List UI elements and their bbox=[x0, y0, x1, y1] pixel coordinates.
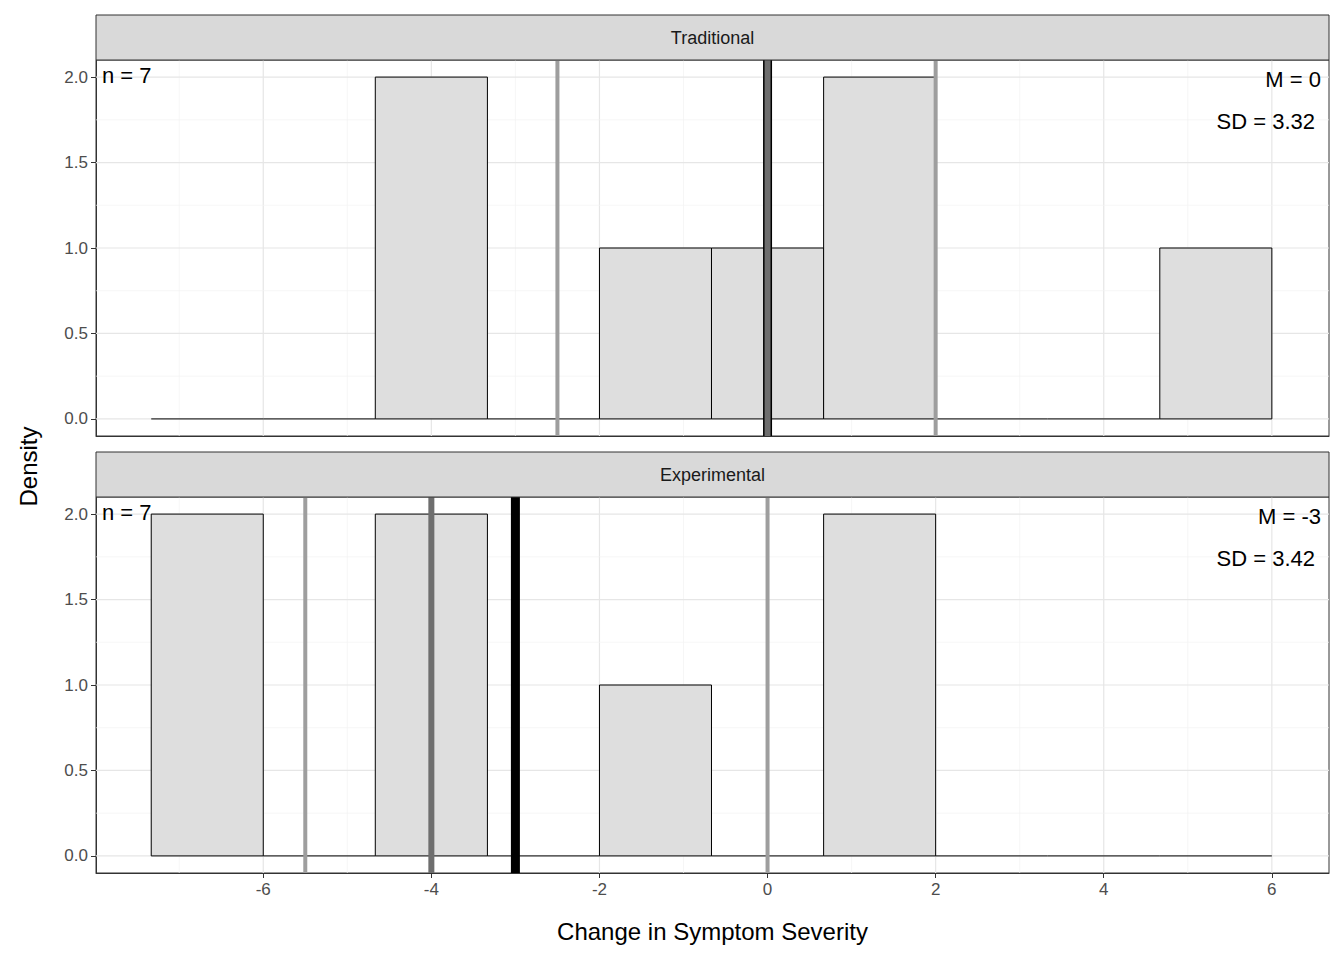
svg-text:2.0: 2.0 bbox=[64, 505, 88, 524]
svg-text:4: 4 bbox=[1099, 880, 1108, 899]
svg-text:n = 7: n = 7 bbox=[102, 63, 152, 88]
svg-text:1.5: 1.5 bbox=[64, 153, 88, 172]
svg-text:0.5: 0.5 bbox=[64, 324, 88, 343]
svg-text:0.5: 0.5 bbox=[64, 761, 88, 780]
svg-text:Change in Symptom Severity: Change in Symptom Severity bbox=[557, 918, 868, 945]
svg-text:SD = 3.32: SD = 3.32 bbox=[1217, 109, 1315, 134]
svg-text:1.0: 1.0 bbox=[64, 239, 88, 258]
svg-text:2.0: 2.0 bbox=[64, 68, 88, 87]
svg-text:0.0: 0.0 bbox=[64, 846, 88, 865]
svg-text:M = -3: M = -3 bbox=[1258, 504, 1321, 529]
svg-text:1.0: 1.0 bbox=[64, 676, 88, 695]
svg-text:-6: -6 bbox=[256, 880, 271, 899]
svg-text:Experimental: Experimental bbox=[660, 465, 765, 485]
svg-text:0.0: 0.0 bbox=[64, 409, 88, 428]
svg-text:2: 2 bbox=[931, 880, 940, 899]
svg-text:0: 0 bbox=[763, 880, 772, 899]
svg-text:-2: -2 bbox=[592, 880, 607, 899]
svg-text:6: 6 bbox=[1267, 880, 1276, 899]
svg-text:SD = 3.42: SD = 3.42 bbox=[1217, 546, 1315, 571]
svg-text:-4: -4 bbox=[424, 880, 439, 899]
svg-text:M = 0: M = 0 bbox=[1265, 67, 1321, 92]
svg-text:n = 7: n = 7 bbox=[102, 500, 152, 525]
svg-text:Traditional: Traditional bbox=[671, 28, 754, 48]
svg-text:1.5: 1.5 bbox=[64, 590, 88, 609]
svg-text:Density: Density bbox=[15, 426, 42, 506]
